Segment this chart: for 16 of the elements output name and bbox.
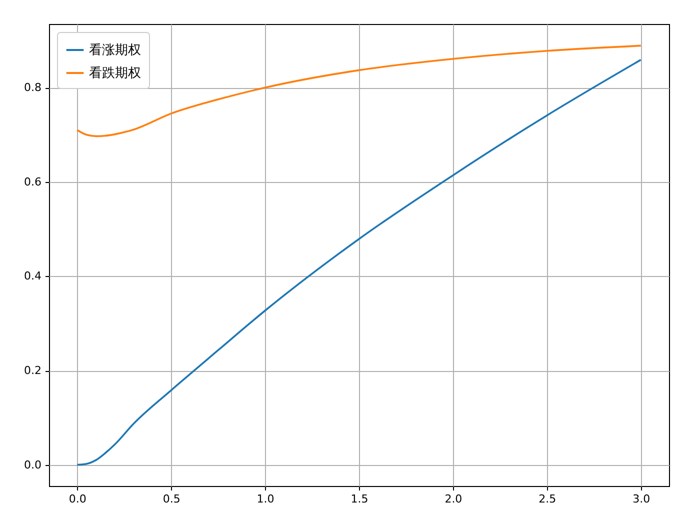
y-tick-label: 0.4 xyxy=(24,270,42,283)
x-tick-label: 0.0 xyxy=(68,492,86,506)
y-tick-label: 0.0 xyxy=(24,458,42,472)
legend-label: 看跌期权 xyxy=(89,66,141,81)
x-tick-label: 0.5 xyxy=(162,492,180,506)
y-tick-label: 0.6 xyxy=(24,175,42,188)
x-tick-label: 1.5 xyxy=(350,492,368,506)
x-tick-label: 1.0 xyxy=(256,492,274,506)
y-tick-label: 0.2 xyxy=(24,364,42,377)
x-tick-label: 2.5 xyxy=(538,492,556,506)
x-tick-label: 2.0 xyxy=(444,492,462,506)
line-series xyxy=(76,58,642,466)
legend-label: 看涨期权 xyxy=(89,43,141,58)
x-tick-label: 3.0 xyxy=(632,492,650,506)
line-series xyxy=(76,44,642,138)
y-tick-label: 0.8 xyxy=(24,81,42,94)
